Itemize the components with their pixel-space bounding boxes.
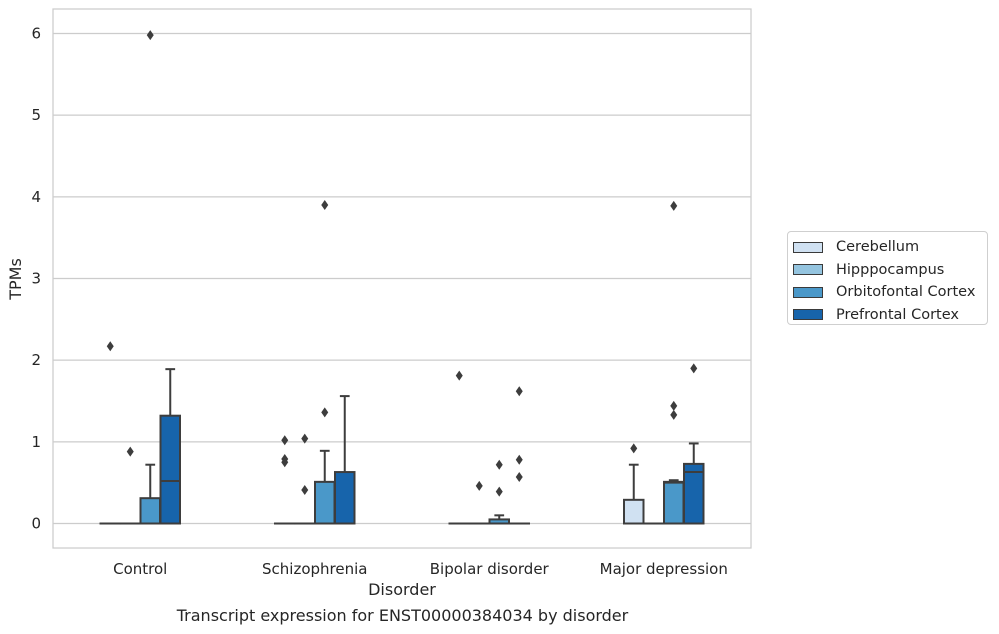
box — [274, 435, 296, 525]
legend-label-orbitofrontal-cortex: Orbitofontal Cortex — [836, 284, 976, 301]
legend: Cerebellum Hipppocampus Orbitofontal Cor… — [787, 231, 988, 325]
legend-label-hippocampus: Hipppocampus — [836, 261, 945, 278]
box-body — [683, 462, 705, 525]
outlier-point — [321, 407, 329, 418]
outlier-point — [281, 435, 289, 446]
x-tick-label: Bipolar disorder — [430, 560, 550, 578]
outlier-point — [301, 485, 309, 496]
outlier-point — [515, 471, 523, 482]
outlier-point — [495, 486, 503, 497]
x-tick-label: Major depression — [600, 560, 728, 578]
box — [623, 443, 645, 525]
box — [683, 363, 705, 525]
legend-item-orbitofrontal-cortex: Orbitofontal Cortex — [792, 281, 987, 304]
series-orbitofontal-cortex — [139, 30, 685, 525]
box-body — [314, 480, 336, 525]
outlier-point — [670, 200, 678, 211]
outlier-point — [106, 341, 114, 352]
outlier-point — [690, 363, 698, 374]
box — [139, 30, 161, 525]
box-body — [663, 480, 685, 525]
legend-label-prefrontal-cortex: Prefrontal Cortex — [836, 306, 959, 323]
outlier-point — [515, 386, 523, 397]
box-series — [99, 30, 705, 525]
y-tick-label: 5 — [31, 106, 41, 124]
series-prefrontal-cortex — [159, 363, 705, 525]
box — [334, 395, 356, 525]
legend-swatch-hippocampus — [793, 264, 823, 276]
outlier-point — [455, 370, 463, 381]
legend-item-cerebellum: Cerebellum — [792, 236, 987, 259]
outlier-point — [321, 200, 329, 210]
chart-caption: Transcript expression for ENST0000038403… — [176, 606, 629, 625]
y-tick-label: 3 — [31, 270, 41, 288]
x-axis-label: Disorder — [368, 580, 436, 599]
y-tick-label: 1 — [31, 433, 41, 451]
x-tick-label: Schizophrenia — [262, 560, 367, 578]
outlier-point — [301, 433, 309, 444]
y-tick-labels: 0 1 2 3 4 5 6 — [31, 25, 41, 533]
box-body — [159, 414, 181, 525]
y-tick-label: 0 — [31, 515, 41, 533]
legend-item-hippocampus: Hipppocampus — [792, 259, 987, 282]
box-body — [623, 498, 645, 525]
series-cerebellum — [99, 341, 645, 525]
box — [488, 459, 510, 525]
legend-swatch-orbitofrontal-cortex — [793, 286, 823, 298]
y-tick-label: 4 — [31, 188, 41, 206]
outlier-point — [281, 453, 289, 464]
outlier-point — [670, 409, 678, 420]
box-body — [334, 471, 356, 525]
x-tick-label: Control — [113, 560, 167, 578]
outlier-point — [126, 446, 134, 457]
outlier-point — [515, 454, 523, 465]
outlier-point — [630, 443, 638, 454]
outlier-point — [495, 459, 503, 470]
y-tick-label: 6 — [31, 25, 41, 43]
outlier-point — [670, 400, 678, 411]
legend-swatch-prefrontal-cortex — [793, 309, 823, 321]
legend-label-cerebellum: Cerebellum — [836, 239, 920, 256]
box — [159, 368, 181, 525]
box — [508, 386, 530, 525]
x-tick-labels: Control Schizophrenia Bipolar disorder Majo… — [113, 560, 728, 578]
y-axis-label: TPMs — [6, 258, 25, 301]
outlier-point — [475, 480, 483, 491]
outlier-point — [146, 30, 154, 41]
legend-item-prefrontal-cortex: Prefrontal Cortex — [792, 304, 987, 327]
y-tick-label: 2 — [31, 351, 41, 369]
legend-swatch-cerebellum — [793, 241, 823, 253]
box-body — [139, 497, 161, 525]
box — [314, 200, 336, 525]
